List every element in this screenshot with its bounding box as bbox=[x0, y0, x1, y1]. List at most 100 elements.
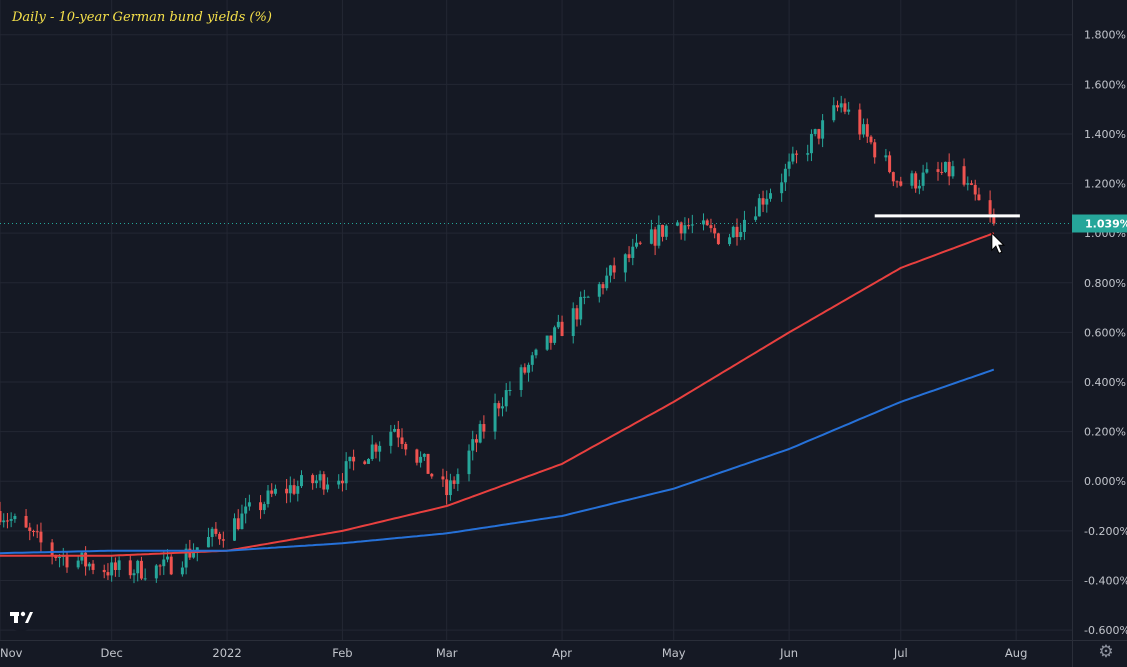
candle-body bbox=[87, 563, 91, 567]
gear-icon[interactable]: ⚙ bbox=[1098, 642, 1114, 662]
candle-body bbox=[259, 502, 263, 511]
y-axis: 1.800%1.600%1.400%1.200%1.000%0.800%0.60… bbox=[1072, 29, 1127, 637]
candle-body bbox=[966, 183, 970, 185]
candle-body bbox=[221, 539, 225, 541]
candle-body bbox=[288, 485, 292, 494]
candle-body bbox=[5, 520, 9, 522]
candle-body bbox=[553, 327, 557, 343]
candle-body bbox=[441, 476, 445, 480]
candle-body bbox=[862, 124, 866, 135]
candle-body bbox=[180, 567, 184, 575]
candle-body bbox=[214, 528, 218, 534]
candle-body bbox=[13, 515, 17, 520]
candle-body bbox=[270, 490, 274, 494]
candle-body bbox=[530, 355, 534, 365]
candle-body bbox=[393, 428, 397, 432]
candle-body bbox=[891, 172, 895, 182]
candle-body bbox=[143, 578, 147, 580]
candle-body bbox=[0, 511, 2, 523]
candle-body bbox=[292, 485, 296, 494]
candle-body bbox=[754, 216, 758, 220]
candle-body bbox=[91, 563, 95, 570]
candle-body bbox=[210, 528, 214, 537]
candle-body bbox=[690, 224, 694, 226]
candle-body bbox=[314, 480, 318, 484]
candle-body bbox=[162, 559, 166, 567]
candle-body bbox=[285, 488, 289, 494]
y-tick-label: -0.200% bbox=[1084, 525, 1127, 538]
candle-body bbox=[430, 473, 434, 477]
candle-body bbox=[783, 168, 787, 183]
candle-body bbox=[661, 224, 665, 237]
candle-body bbox=[936, 169, 940, 172]
candle-body bbox=[422, 453, 426, 457]
candles bbox=[0, 95, 996, 584]
candle-body bbox=[821, 120, 825, 139]
candle-body bbox=[977, 194, 981, 201]
candle-body bbox=[244, 506, 248, 514]
candle-body bbox=[296, 486, 300, 494]
candle-body bbox=[742, 219, 746, 232]
candle-body bbox=[478, 424, 482, 443]
candle-body bbox=[951, 166, 955, 177]
candle-body bbox=[192, 552, 196, 558]
candle-body bbox=[273, 488, 277, 494]
y-tick-label: 0.000% bbox=[1084, 475, 1126, 488]
candle-body bbox=[65, 555, 69, 568]
candle-body bbox=[247, 502, 251, 507]
candle-body bbox=[899, 181, 903, 186]
y-tick-label: 1.200% bbox=[1084, 178, 1126, 191]
candle-body bbox=[54, 556, 58, 559]
candle-body bbox=[456, 474, 460, 484]
candle-body bbox=[367, 458, 370, 464]
candle-body bbox=[452, 480, 456, 484]
x-tick-label: Dec bbox=[101, 646, 123, 660]
candle-body bbox=[638, 242, 642, 244]
candle-body bbox=[326, 484, 330, 490]
candle-body bbox=[76, 560, 80, 568]
candle-body bbox=[497, 403, 501, 409]
candle-body bbox=[128, 560, 132, 576]
candle-body bbox=[962, 166, 966, 185]
candle-body bbox=[340, 480, 344, 484]
candle-body bbox=[508, 389, 512, 391]
candle-body bbox=[482, 424, 486, 432]
candle-body bbox=[467, 450, 471, 475]
candle-body bbox=[545, 335, 549, 350]
cursor-arrow-icon bbox=[991, 231, 1006, 254]
candle-body bbox=[374, 444, 378, 452]
candle-body bbox=[687, 225, 691, 227]
candle-body bbox=[113, 562, 117, 571]
candle-body bbox=[400, 437, 404, 444]
candle-body bbox=[132, 573, 136, 576]
candle-body bbox=[378, 445, 382, 452]
y-tick-label: 0.400% bbox=[1084, 376, 1126, 389]
candle-body bbox=[504, 390, 508, 407]
y-tick-label: 1.600% bbox=[1084, 78, 1126, 91]
last-price-label-bg bbox=[1072, 214, 1127, 233]
candle-body bbox=[817, 129, 821, 139]
candle-body bbox=[322, 474, 326, 490]
moving-average-slow bbox=[0, 368, 995, 555]
candle-body bbox=[266, 490, 270, 505]
moving-averages bbox=[0, 232, 995, 557]
candle-body bbox=[836, 105, 839, 108]
candle-body bbox=[415, 449, 419, 463]
candle-body bbox=[635, 242, 638, 247]
candle-body bbox=[716, 233, 720, 245]
tradingview-logo[interactable] bbox=[6, 603, 36, 631]
candle-body bbox=[311, 475, 315, 484]
candle-body bbox=[396, 428, 400, 438]
candle-body bbox=[117, 560, 121, 571]
candle-body bbox=[534, 349, 538, 356]
y-tick-label: 0.800% bbox=[1084, 277, 1126, 290]
candle-body bbox=[780, 182, 784, 194]
candle-body bbox=[501, 406, 504, 409]
candle-body bbox=[233, 518, 236, 541]
candle-body bbox=[102, 569, 106, 573]
candle-body bbox=[847, 109, 851, 112]
candle-body bbox=[184, 548, 188, 568]
y-tick-label: -0.400% bbox=[1084, 574, 1127, 587]
candle-body bbox=[575, 308, 579, 320]
candle-body bbox=[519, 367, 523, 390]
